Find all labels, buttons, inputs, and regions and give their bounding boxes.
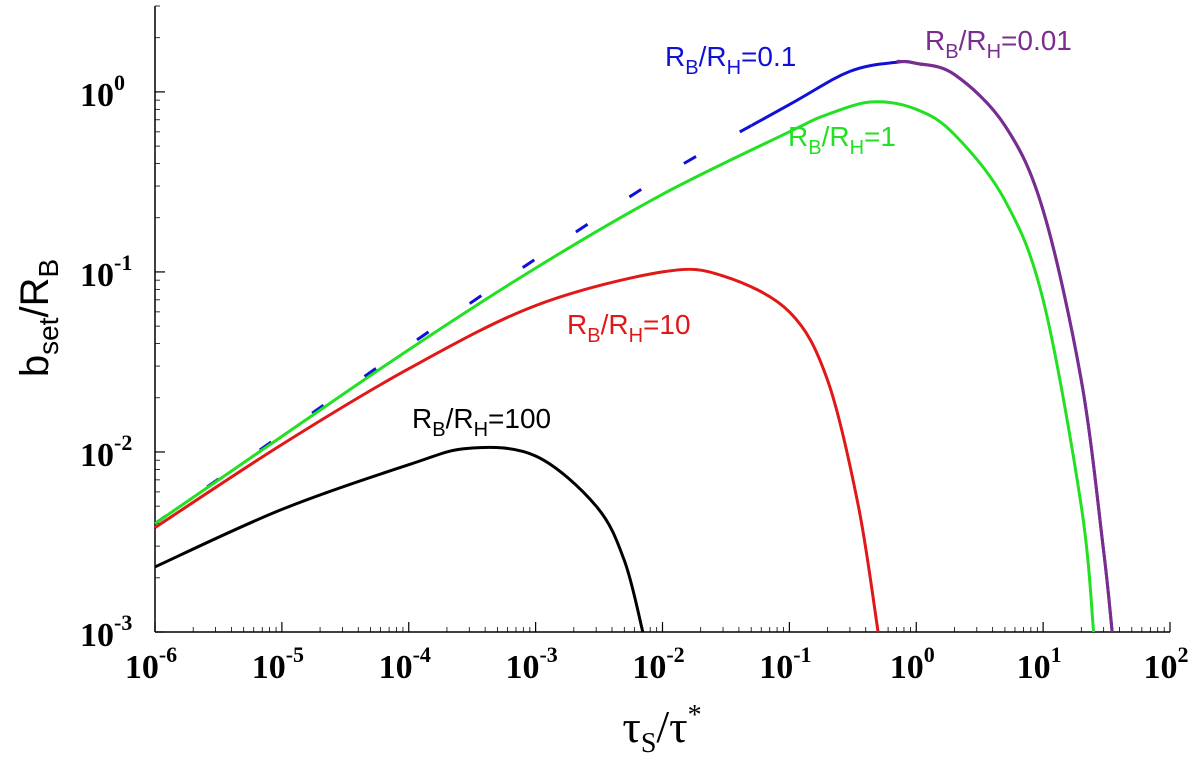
x-tick-label: 100	[890, 642, 935, 686]
x-tick-label: 10-5	[252, 642, 304, 686]
y-tick-label: 10-3	[80, 610, 132, 654]
series-line-2	[154, 100, 1096, 633]
y-ticks: 10-3 10-2 10-1 100	[80, 5, 165, 654]
x-axis-label: τS/τ*	[622, 700, 701, 758]
y-axis-label: bset/RB	[13, 259, 64, 377]
y-tick-label: 10-1	[80, 250, 132, 294]
series-label-0: RB/RH=0.01	[925, 25, 1072, 63]
y-tick-label: 100	[80, 70, 125, 114]
x-tick-label: 102	[1144, 642, 1189, 686]
x-tick-label: 10-1	[759, 642, 811, 686]
y-tick-label: 10-2	[80, 430, 132, 474]
series-label-4: RB/RH=100	[412, 403, 551, 441]
series-label-3: RB/RH=10	[567, 309, 691, 347]
series-labels: RB/RH=0.01 RB/RH=0.1 RB/RH=1 RB/RH=10 RB/RH=…	[412, 25, 1072, 441]
series-label-2: RB/RH=1	[788, 121, 896, 159]
x-tick-label: 101	[1017, 642, 1062, 686]
series-line-4	[154, 445, 645, 633]
x-tick-label: 10-2	[632, 642, 684, 686]
series-curves	[154, 59, 1114, 633]
x-tick-label: 10-4	[379, 642, 431, 686]
x-tick-label: 10-6	[125, 642, 177, 686]
x-ticks: 10-6 10-5 10-4 10-3 10-2 10-1 100 101 102	[125, 622, 1189, 686]
x-tick-label: 10-3	[505, 642, 557, 686]
series-line-0	[896, 59, 1114, 633]
series-label-1: RB/RH=0.1	[665, 41, 796, 79]
series-line-3	[154, 267, 880, 633]
